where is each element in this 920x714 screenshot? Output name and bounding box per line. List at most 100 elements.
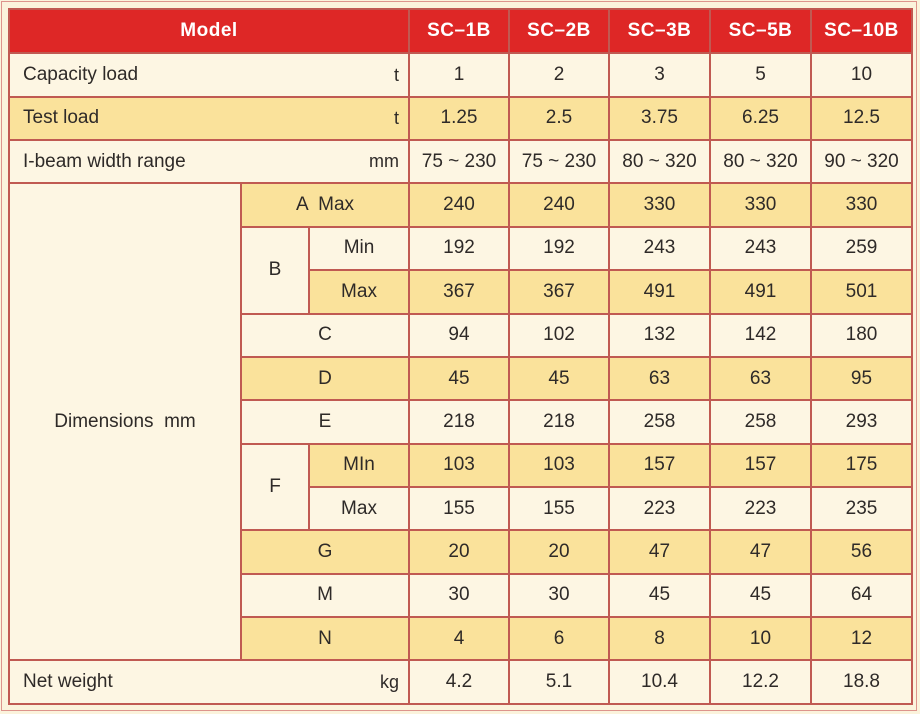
row-capacity-load: Capacity load t 1 2 3 5 10 (8, 52, 913, 98)
value-cell: 218 (508, 399, 610, 445)
value-cell: 218 (408, 399, 510, 445)
dim-row-label: A Max (240, 182, 410, 228)
value-cell: 192 (508, 225, 610, 272)
dim-row-label: M (240, 572, 410, 619)
value-cell: 20 (508, 529, 610, 575)
value-cell: 6.25 (709, 95, 812, 142)
dim-row-label: MIn (308, 442, 410, 488)
value-cell: 47 (709, 529, 812, 575)
value-cell: 45 (508, 355, 610, 402)
value-cell: 367 (408, 269, 510, 315)
value-cell: 240 (408, 182, 510, 228)
value-cell: 10 (709, 616, 812, 662)
value-cell: 90 ~ 320 (810, 139, 913, 185)
value-cell: 45 (608, 572, 711, 619)
row-label: Capacity load (23, 64, 139, 86)
model-col-sc3b: SC–3B (608, 7, 711, 55)
row-ibeam-width-range: I-beam width range mm 75 ~ 230 75 ~ 230 … (8, 139, 913, 185)
value-cell: 155 (408, 485, 510, 532)
value-cell: 64 (810, 572, 913, 619)
value-cell: 330 (608, 182, 711, 228)
value-cell: 142 (709, 312, 812, 358)
value-cell: 259 (810, 225, 913, 272)
value-cell: 5 (709, 52, 812, 98)
value-cell: 2 (508, 52, 610, 98)
value-cell: 1 (408, 52, 510, 98)
row-unit: t (393, 107, 399, 128)
value-cell: 180 (810, 312, 913, 358)
value-cell: 63 (709, 355, 812, 402)
row-label: Net weight (23, 671, 113, 693)
model-col-sc5b: SC–5B (709, 7, 812, 55)
model-col-sc2b: SC–2B (508, 7, 610, 55)
value-cell: 103 (408, 442, 510, 488)
row-label: Test load (23, 107, 100, 129)
value-cell: 501 (810, 269, 913, 315)
value-cell: 12.2 (709, 659, 812, 705)
label-unit-wrap: Capacity load t (11, 64, 407, 86)
model-col-sc10b: SC–10B (810, 7, 913, 55)
value-cell: 491 (709, 269, 812, 315)
value-cell: 94 (408, 312, 510, 358)
value-cell: 75 ~ 230 (508, 139, 610, 185)
value-cell: 56 (810, 529, 913, 575)
value-cell: 4.2 (408, 659, 510, 705)
value-cell: 18.8 (810, 659, 913, 705)
value-cell: 192 (408, 225, 510, 272)
row-label-cell: Net weight kg (8, 659, 410, 705)
label-unit-wrap: I-beam width range mm (11, 151, 407, 173)
value-cell: 6 (508, 616, 610, 662)
dim-row-label: Max (308, 485, 410, 532)
value-cell: 5.1 (508, 659, 610, 705)
row-label-cell: I-beam width range mm (8, 139, 410, 185)
value-cell: 30 (408, 572, 510, 619)
dim-row-label: Min (308, 225, 410, 272)
value-cell: 4 (408, 616, 510, 662)
dim-group-b: B (240, 225, 310, 315)
dim-row-label: N (240, 616, 410, 662)
row-label-cell: Test load t (8, 95, 410, 142)
value-cell: 1.25 (408, 95, 510, 142)
label-unit-wrap: Test load t (11, 107, 407, 129)
value-cell: 63 (608, 355, 711, 402)
value-cell: 80 ~ 320 (608, 139, 711, 185)
dim-group-f: F (240, 442, 310, 532)
value-cell: 12 (810, 616, 913, 662)
model-col-sc1b: SC–1B (408, 7, 510, 55)
row-dim-e: E 218 218 258 258 293 (9, 399, 913, 445)
row-unit: mm (369, 151, 399, 172)
value-cell: 330 (810, 182, 913, 228)
row-test-load: Test load t 1.25 2.5 3.75 6.25 12.5 (8, 95, 913, 142)
value-cell: 240 (508, 182, 610, 228)
value-cell: 75 ~ 230 (408, 139, 510, 185)
value-cell: 155 (508, 485, 610, 532)
value-cell: 157 (608, 442, 711, 488)
value-cell: 20 (408, 529, 510, 575)
value-cell: 491 (608, 269, 711, 315)
dim-row-label: E (240, 399, 410, 445)
value-cell: 367 (508, 269, 610, 315)
row-dim-d: D 45 45 63 63 95 (9, 355, 913, 402)
value-cell: 102 (508, 312, 610, 358)
value-cell: 45 (408, 355, 510, 402)
value-cell: 3 (608, 52, 711, 98)
value-cell: 132 (608, 312, 711, 358)
value-cell: 243 (709, 225, 812, 272)
value-cell: 80 ~ 320 (709, 139, 812, 185)
dim-row-label: C (240, 312, 410, 358)
value-cell: 235 (810, 485, 913, 532)
value-cell: 95 (810, 355, 913, 402)
header-row: Model SC–1B SC–2B SC–3B SC–5B SC–10B (8, 7, 913, 55)
value-cell: 2.5 (508, 95, 610, 142)
value-cell: 223 (709, 485, 812, 532)
value-cell: 103 (508, 442, 610, 488)
row-dim-a-max: Dimensions mm A Max 240 240 330 330 330 (8, 182, 913, 662)
label-unit-wrap: Net weight kg (11, 671, 407, 693)
value-cell: 157 (709, 442, 812, 488)
value-cell: 258 (709, 399, 812, 445)
value-cell: 10.4 (608, 659, 711, 705)
value-cell: 223 (608, 485, 711, 532)
dimensions-label-cell: Dimensions mm (8, 182, 242, 662)
value-cell: 293 (810, 399, 913, 445)
